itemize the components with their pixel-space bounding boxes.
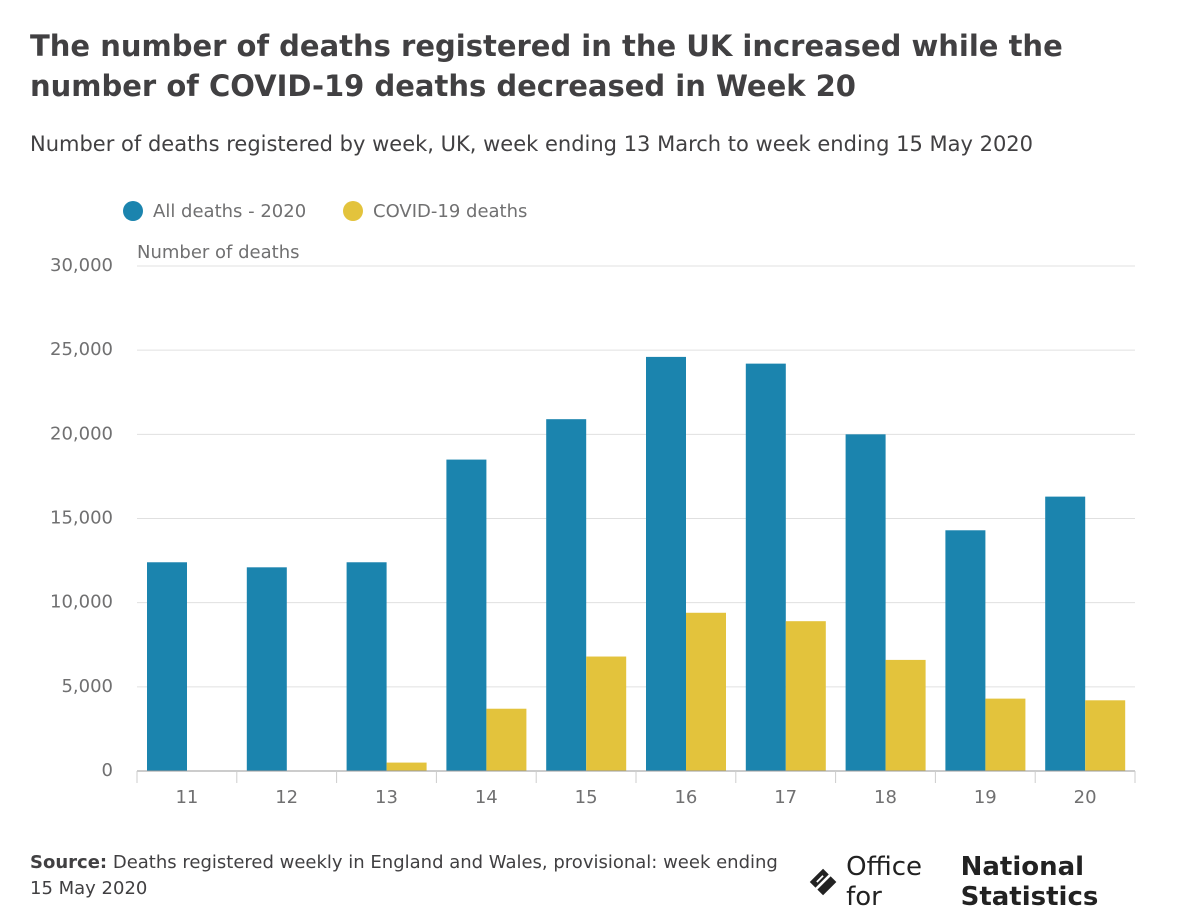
source-text: Deaths registered weekly in England and … bbox=[30, 852, 778, 899]
chart-title: The number of deaths registered in the U… bbox=[30, 29, 1063, 103]
x-tick-label: 16 bbox=[674, 787, 697, 808]
logo-icon bbox=[809, 868, 837, 896]
bar bbox=[346, 562, 387, 771]
chart: Number of deaths All deaths - 2020 COVID-… bbox=[50, 201, 1136, 808]
bar bbox=[147, 562, 187, 771]
y-tick-label: 5,000 bbox=[61, 676, 113, 697]
bar bbox=[745, 363, 786, 771]
source-label: Source: bbox=[30, 852, 108, 873]
x-tick-label: 12 bbox=[275, 787, 298, 808]
x-tick-label: 14 bbox=[475, 787, 498, 808]
bar bbox=[785, 621, 826, 771]
x-tick-label: 17 bbox=[774, 787, 797, 808]
bar bbox=[386, 762, 427, 771]
x-tick-label: 11 bbox=[175, 787, 198, 808]
legend-label: All deaths - 2020 bbox=[153, 201, 306, 222]
bar bbox=[885, 659, 926, 771]
bar bbox=[845, 434, 886, 771]
y-tick-label: 15,000 bbox=[50, 508, 113, 529]
bar bbox=[446, 459, 487, 771]
chart-subtitle: Number of deaths registered by week, UK,… bbox=[30, 132, 1034, 156]
bar bbox=[686, 612, 726, 771]
y-tick-label: 20,000 bbox=[50, 423, 113, 444]
legend-marker bbox=[343, 201, 363, 221]
x-tick-label: 15 bbox=[575, 787, 598, 808]
x-tick-label: 19 bbox=[974, 787, 997, 808]
y-tick-label: 0 bbox=[102, 760, 113, 781]
bar bbox=[985, 698, 1026, 771]
bar bbox=[246, 567, 287, 771]
logo-name: National Statistics bbox=[960, 852, 1099, 912]
y-tick-label: 10,000 bbox=[50, 592, 113, 613]
x-tick-label: 13 bbox=[375, 787, 398, 808]
bar bbox=[546, 419, 587, 771]
y-tick-label: 25,000 bbox=[50, 339, 113, 360]
source: Source: Deaths registered weekly in Engl… bbox=[30, 850, 800, 902]
legend-label: COVID-19 deaths bbox=[373, 201, 527, 222]
bar bbox=[486, 708, 527, 771]
x-tick-label: 18 bbox=[874, 787, 897, 808]
bar bbox=[1085, 700, 1126, 771]
bar bbox=[646, 356, 686, 771]
x-tick-label: 20 bbox=[1074, 787, 1097, 808]
y-tick-label: 30,000 bbox=[50, 255, 113, 276]
bar bbox=[1045, 496, 1086, 771]
bar bbox=[945, 530, 986, 771]
y-axis-label: Number of deaths bbox=[137, 242, 299, 263]
logo-prefix: Office for bbox=[846, 852, 923, 912]
legend-marker bbox=[123, 201, 143, 221]
bar bbox=[586, 656, 627, 771]
logo: Office for National Statistics bbox=[808, 852, 1200, 912]
